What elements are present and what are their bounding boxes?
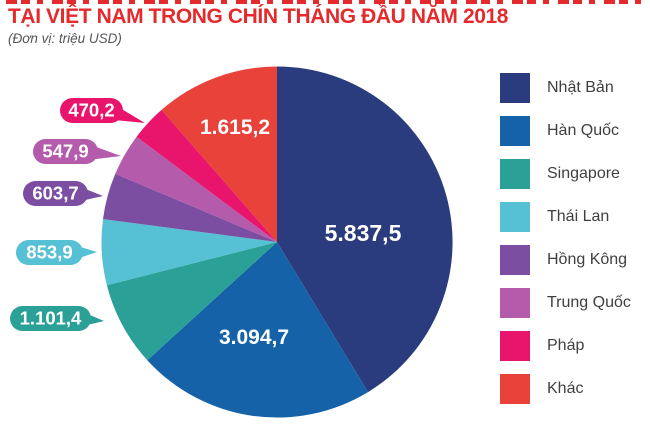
slice-value-label: 3.094,7: [219, 326, 289, 349]
callout-pill: [16, 240, 83, 265]
pie-slice-0: [277, 66, 453, 393]
legend-item: Singapore: [500, 159, 645, 189]
legend: Nhật Bản Hàn Quốc Singapore Thái Lan Hồn…: [500, 73, 645, 417]
slice-value-label: 5.837,5: [325, 220, 402, 246]
callout-pill: [60, 98, 123, 123]
callout-value-label: 470,2: [68, 100, 114, 121]
callout-value-label: 547,9: [42, 141, 88, 162]
legend-swatch: [500, 245, 530, 275]
pie-slice-6: [136, 109, 277, 243]
slice-value-label: 1.615,2: [200, 116, 270, 139]
legend-label: Thái Lan: [547, 208, 610, 225]
legend-item: Nhật Bản: [500, 73, 645, 103]
legend-label: Trung Quốc: [547, 294, 631, 311]
pie-slice-2: [106, 242, 278, 361]
callout-value-label: 603,7: [32, 183, 78, 204]
callout-pill: [10, 306, 91, 331]
legend-label: Pháp: [547, 337, 585, 354]
legend-label: Khác: [547, 380, 584, 397]
pie-slice-3: [101, 219, 277, 286]
pie-slice-4: [103, 173, 277, 242]
legend-item: Trung Quốc: [500, 288, 645, 318]
unit-note: (Đơn vị: triệu USD): [8, 31, 122, 46]
legend-item: Hàn Quốc: [500, 116, 645, 146]
pie-slice-5: [115, 136, 277, 242]
legend-label: Nhật Bản: [547, 79, 614, 96]
pie-slice-1: [147, 242, 368, 418]
legend-item: Thái Lan: [500, 202, 645, 232]
legend-swatch: [500, 288, 530, 318]
legend-swatch: [500, 116, 530, 146]
legend-label: Hàn Quốc: [547, 122, 620, 139]
cropped-text-remnant: [6, 0, 645, 4]
legend-swatch: [500, 202, 530, 232]
pie-slice-7: [161, 66, 277, 242]
legend-label: Hồng Kông: [547, 251, 628, 268]
callout-value-label: 1.101,4: [20, 308, 82, 329]
chart-title: TẠI VIỆT NAM TRONG CHÍN THÁNG ĐẦU NĂM 20…: [8, 5, 509, 28]
legend-item: Hồng Kông: [500, 245, 645, 275]
legend-swatch: [500, 73, 530, 103]
legend-label: Singapore: [547, 165, 620, 182]
legend-swatch: [500, 331, 530, 361]
callout-value-label: 853,9: [26, 242, 72, 263]
callout-pill: [23, 181, 88, 206]
legend-item: Khác: [500, 374, 645, 404]
legend-swatch: [500, 374, 530, 404]
legend-item: Pháp: [500, 331, 645, 361]
legend-swatch: [500, 159, 530, 189]
callout-pill: [33, 139, 98, 164]
